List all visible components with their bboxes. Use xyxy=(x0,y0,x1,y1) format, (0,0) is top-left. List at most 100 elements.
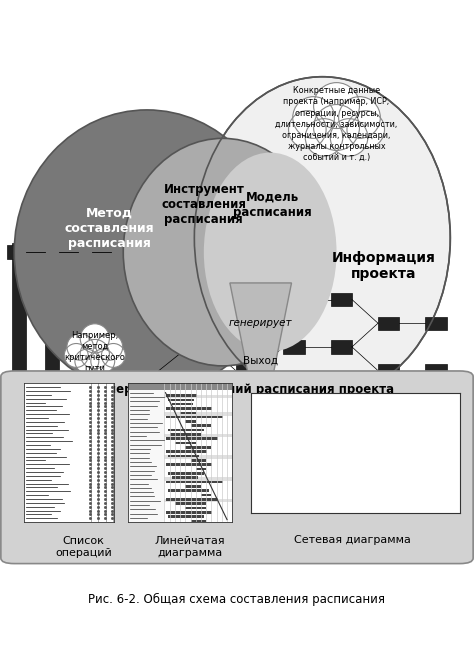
Bar xyxy=(168,455,199,458)
FancyBboxPatch shape xyxy=(201,428,320,484)
Bar xyxy=(164,434,232,437)
Bar xyxy=(140,482,164,496)
Bar xyxy=(175,442,196,445)
Bar xyxy=(180,411,196,414)
Bar xyxy=(128,390,164,522)
Bar xyxy=(164,477,232,480)
Text: генерирует: генерирует xyxy=(229,318,292,328)
Bar xyxy=(189,411,210,424)
Text: Например,
метод
критического
пути: Например, метод критического пути xyxy=(64,330,125,373)
Bar xyxy=(165,481,223,484)
Bar xyxy=(128,383,232,390)
Circle shape xyxy=(330,119,368,156)
Bar xyxy=(191,459,206,461)
Text: Информация
проекта: Информация проекта xyxy=(332,251,436,282)
Bar xyxy=(78,243,92,498)
Circle shape xyxy=(347,111,384,148)
Bar xyxy=(331,293,352,306)
Bar xyxy=(185,485,201,487)
Ellipse shape xyxy=(194,77,450,399)
Bar xyxy=(172,403,192,406)
Bar xyxy=(201,494,211,496)
Circle shape xyxy=(314,104,359,151)
Bar xyxy=(111,243,126,498)
Ellipse shape xyxy=(204,153,337,352)
Circle shape xyxy=(96,334,123,360)
Bar xyxy=(378,317,399,330)
Bar xyxy=(165,437,218,440)
Bar xyxy=(175,502,206,505)
Bar xyxy=(164,395,232,398)
Bar xyxy=(12,243,26,498)
Bar xyxy=(45,243,59,498)
Bar xyxy=(426,317,447,330)
Bar xyxy=(283,340,305,354)
Circle shape xyxy=(75,349,99,373)
Bar xyxy=(168,489,210,492)
Bar xyxy=(107,245,130,259)
Bar xyxy=(196,468,206,471)
Ellipse shape xyxy=(14,110,280,395)
Bar xyxy=(168,398,194,401)
Bar xyxy=(331,340,352,354)
Text: Примеры представлений расписания проекта: Примеры представлений расписания проекта xyxy=(80,383,394,396)
Bar xyxy=(191,424,211,427)
Circle shape xyxy=(80,324,109,353)
Bar xyxy=(189,269,210,282)
Bar xyxy=(236,317,257,330)
Text: Рис. 6-2. Общая схема составления расписания: Рис. 6-2. Общая схема составления распис… xyxy=(89,593,385,606)
Bar xyxy=(185,420,196,422)
Bar xyxy=(73,482,97,496)
FancyBboxPatch shape xyxy=(1,371,473,563)
Bar xyxy=(7,245,31,259)
Bar xyxy=(191,520,206,522)
Text: Расписание
проекта: Расписание проекта xyxy=(214,441,308,471)
Text: Список
операций: Список операций xyxy=(55,537,112,558)
Circle shape xyxy=(101,343,125,367)
Circle shape xyxy=(289,111,326,148)
Bar xyxy=(168,472,204,474)
Bar xyxy=(73,245,97,259)
Text: Выход: Выход xyxy=(243,356,278,366)
Bar xyxy=(426,411,447,424)
Bar xyxy=(164,456,232,459)
Ellipse shape xyxy=(123,138,322,366)
Bar xyxy=(189,340,210,354)
Bar xyxy=(164,498,232,502)
Bar xyxy=(170,433,201,435)
Bar xyxy=(145,243,159,498)
Bar xyxy=(140,245,164,259)
Bar xyxy=(165,450,207,453)
Text: Метод
составления
расписания: Метод составления расписания xyxy=(64,207,154,250)
Bar xyxy=(236,364,257,377)
Bar xyxy=(283,293,305,306)
Bar xyxy=(331,387,352,401)
Bar xyxy=(185,507,206,509)
Circle shape xyxy=(91,349,115,373)
Circle shape xyxy=(305,119,343,156)
Bar xyxy=(165,416,223,419)
Circle shape xyxy=(338,97,380,138)
Bar xyxy=(236,269,257,282)
Bar xyxy=(165,498,218,500)
Text: Инструмент
составления
расписания: Инструмент составления расписания xyxy=(161,183,246,227)
Bar xyxy=(165,394,197,397)
Bar xyxy=(40,245,64,259)
Bar xyxy=(378,364,399,377)
Bar xyxy=(164,412,232,416)
Circle shape xyxy=(67,334,93,360)
Bar xyxy=(40,482,64,496)
Polygon shape xyxy=(230,283,292,447)
Text: Сетевая диаграмма: Сетевая диаграмма xyxy=(294,535,411,545)
Bar xyxy=(283,387,305,401)
Circle shape xyxy=(314,82,359,129)
Bar xyxy=(185,446,211,448)
Bar xyxy=(165,463,212,466)
Text: Линейчатая
диаграмма: Линейчатая диаграмма xyxy=(155,537,226,558)
Bar xyxy=(165,407,212,410)
Circle shape xyxy=(64,343,88,367)
Bar xyxy=(236,411,257,424)
Bar xyxy=(165,511,212,513)
Text: Модель
расписания: Модель расписания xyxy=(233,191,312,219)
Bar xyxy=(168,429,204,432)
